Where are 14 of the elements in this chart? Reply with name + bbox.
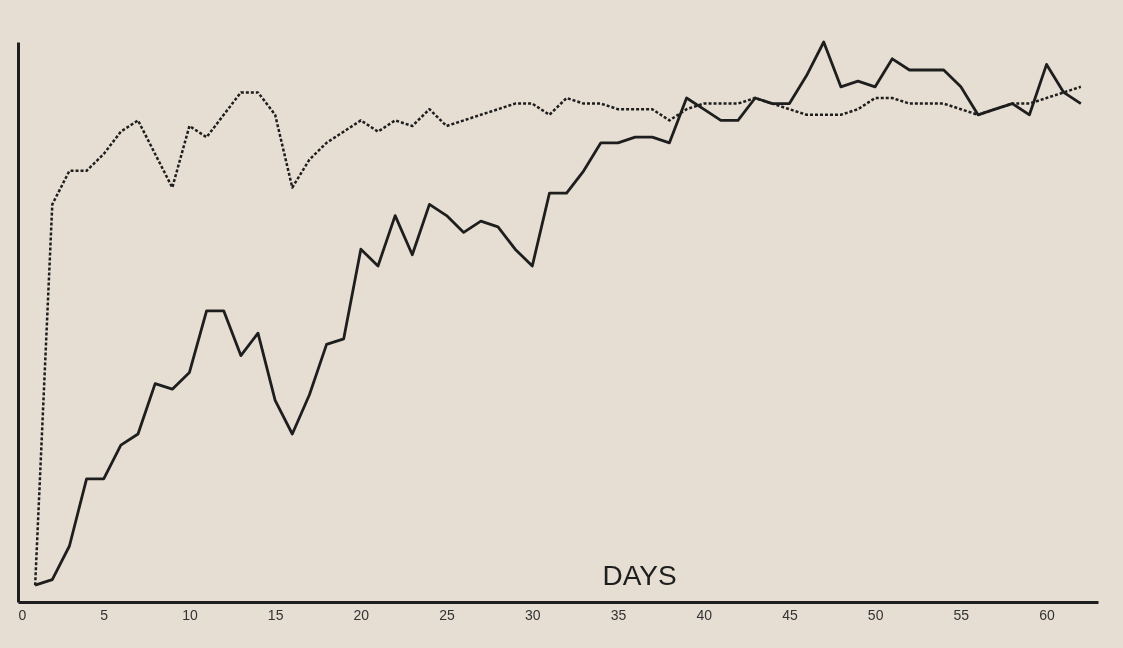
x-tick-label: 25 xyxy=(439,606,456,623)
x-tick-label: 20 xyxy=(353,606,370,623)
x-axis-title: DAYS xyxy=(602,559,677,591)
x-tick-label: 60 xyxy=(1039,606,1056,623)
x-tick-label: 50 xyxy=(867,606,884,623)
x-tick-label: 55 xyxy=(953,606,970,623)
x-tick-label: 0 xyxy=(18,606,27,623)
x-tick-label: 15 xyxy=(267,606,284,623)
x-tick-label: 5 xyxy=(100,606,109,623)
x-tick-label: 35 xyxy=(610,606,627,623)
x-tick-label: 10 xyxy=(182,606,198,623)
x-tick-label: 40 xyxy=(696,606,713,623)
x-tick-label: 45 xyxy=(782,606,798,623)
x-tick-label: 30 xyxy=(525,606,541,623)
